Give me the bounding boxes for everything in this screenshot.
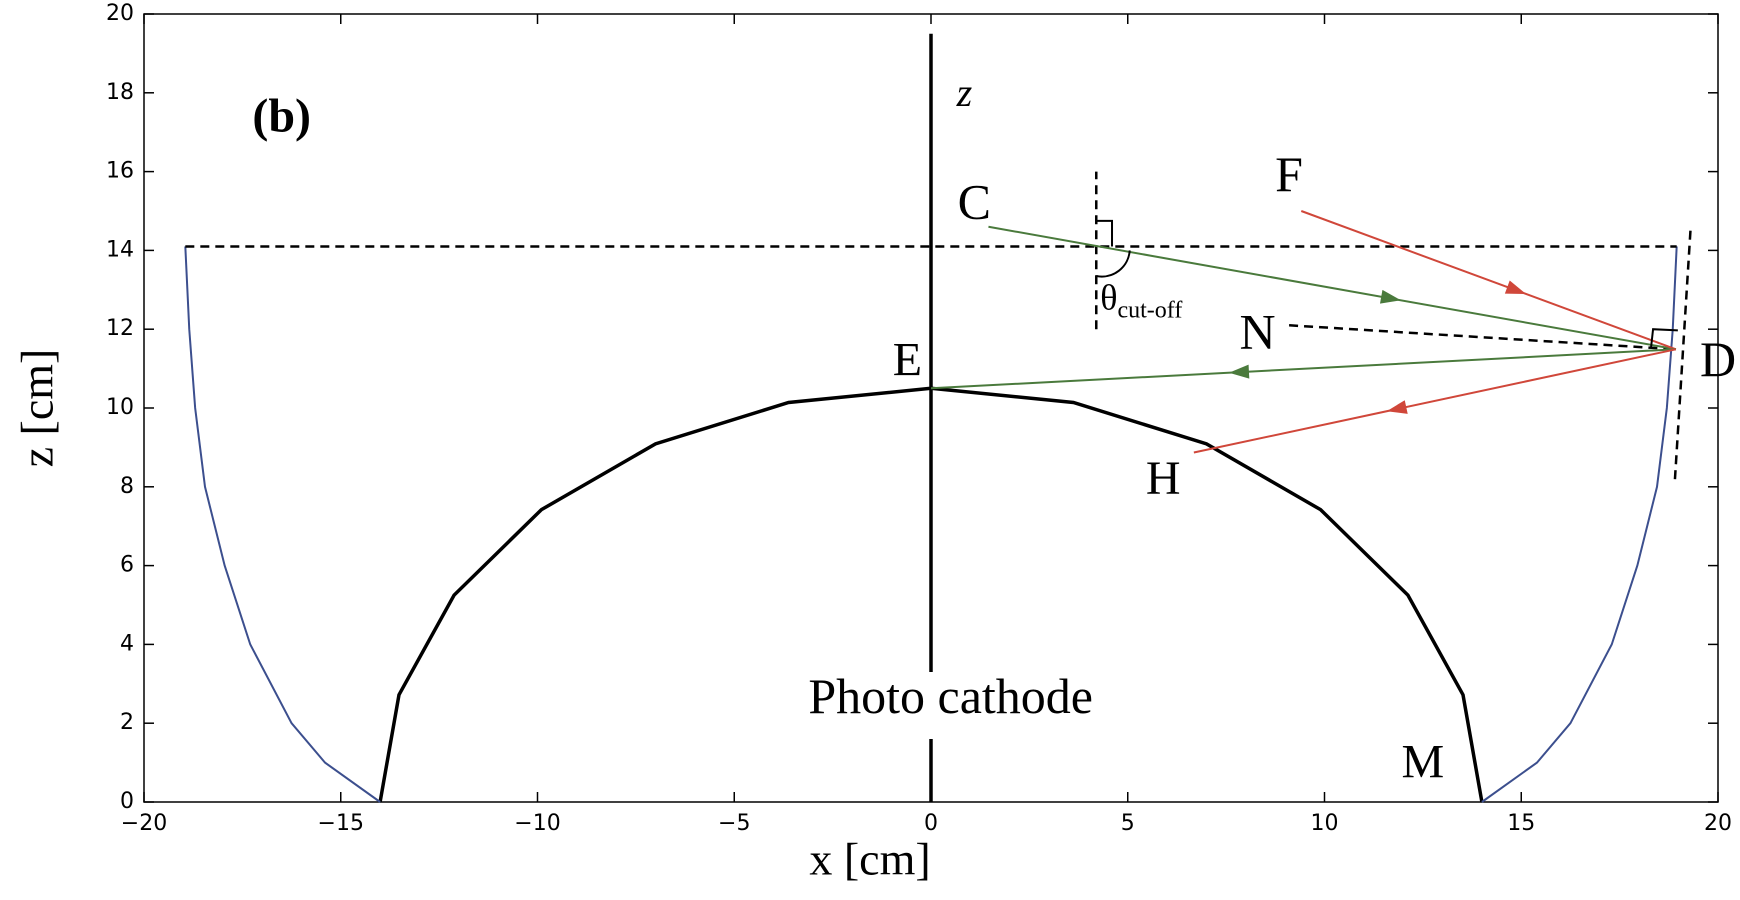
y-tick-label: 0 [120, 789, 134, 814]
point-label: Photo cathode [808, 668, 1093, 724]
y-tick-label: 18 [106, 80, 134, 105]
panel-label: (b) [252, 89, 311, 142]
angle-arc [1096, 250, 1131, 278]
x-tick-label: 10 [1311, 811, 1339, 836]
point-label: D [1700, 331, 1736, 387]
x-tick-label: −10 [514, 811, 560, 836]
x-tick-label: 20 [1704, 811, 1732, 836]
ray [1193, 348, 1677, 454]
y-tick-label: 16 [106, 159, 134, 184]
dashed-line [1673, 230, 1692, 483]
curve [184, 246, 381, 803]
x-tick-label: 0 [924, 811, 938, 836]
ray [930, 348, 1676, 390]
point-label: H [1146, 452, 1181, 505]
arrowhead [1386, 400, 1408, 414]
y-tick-label: 20 [106, 1, 134, 26]
curve [1481, 246, 1678, 803]
x-tick-label: −5 [718, 811, 750, 836]
point-label: F [1275, 146, 1303, 202]
y-tick-label: 6 [120, 553, 134, 578]
point-label: N [1240, 304, 1276, 360]
y-tick-label: 2 [120, 710, 134, 735]
x-tick-label: 5 [1121, 811, 1135, 836]
y-axis-label: z [cm] [12, 349, 63, 468]
y-tick-label: 8 [120, 474, 134, 499]
arrowhead [1379, 289, 1401, 304]
point-label: M [1402, 736, 1445, 789]
y-tick-label: 10 [106, 395, 134, 420]
dashed-line [1289, 324, 1676, 351]
x-axis-label: x [cm] [809, 834, 930, 885]
ray [1300, 210, 1677, 351]
arrowhead [1228, 364, 1250, 379]
angle-subscript: cut-off [1117, 297, 1182, 323]
point-label: C [958, 174, 991, 230]
y-tick-label: 4 [120, 631, 134, 656]
arrowhead [1504, 280, 1527, 294]
point-label: z [956, 70, 973, 115]
ray [988, 225, 1677, 351]
right-angle-mark [1096, 219, 1114, 247]
angle-symbol: θ [1100, 278, 1117, 318]
x-tick-label: 15 [1507, 811, 1535, 836]
x-tick-label: −20 [121, 811, 167, 836]
right-angle-mark [1650, 328, 1678, 348]
angle-label: θcut-off [1100, 278, 1182, 323]
y-tick-label: 12 [106, 316, 134, 341]
x-tick-label: −15 [318, 811, 364, 836]
y-tick-label: 14 [106, 237, 134, 262]
point-label: E [893, 334, 922, 387]
